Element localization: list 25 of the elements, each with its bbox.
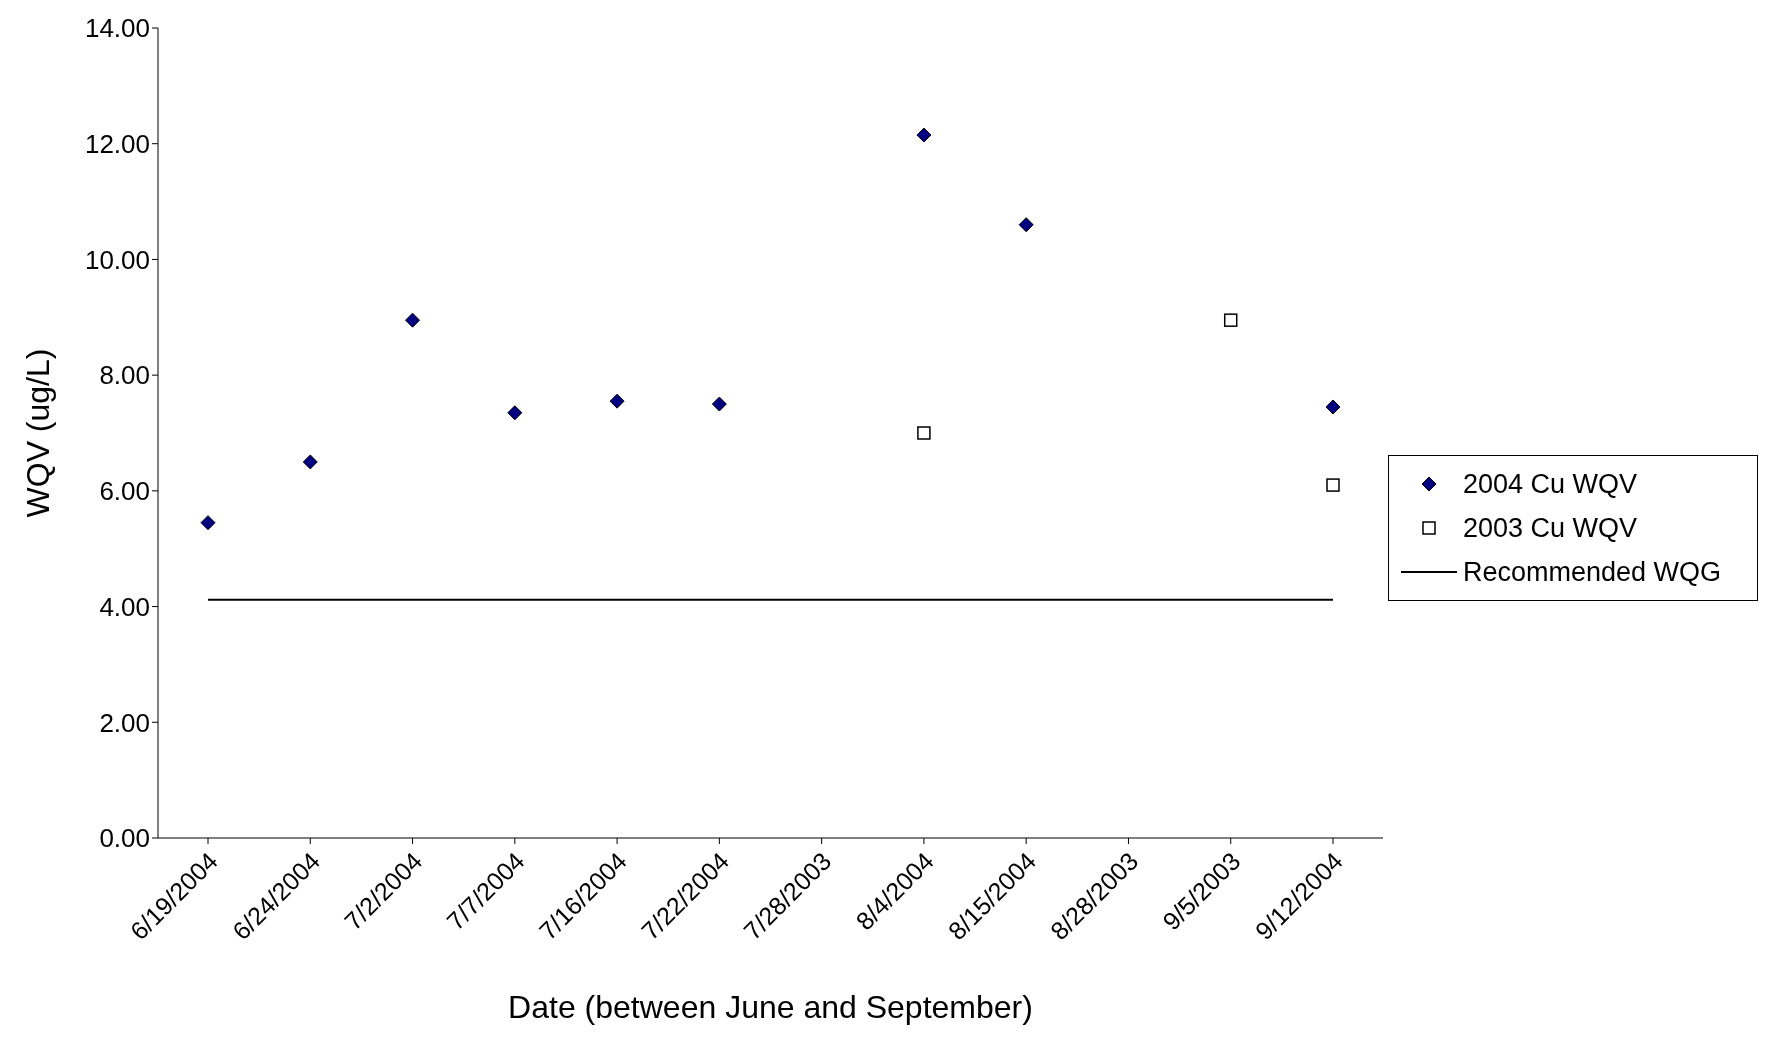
y-tick-label: 14.00 xyxy=(84,13,150,44)
point xyxy=(609,393,625,409)
y-tick-label: 12.00 xyxy=(84,128,150,159)
point xyxy=(916,127,932,143)
point xyxy=(1326,478,1340,492)
point xyxy=(917,426,931,440)
legend-label: 2004 Cu WQV xyxy=(1463,468,1638,500)
point xyxy=(1325,399,1341,415)
point xyxy=(200,515,216,531)
x-axis-title: Date (between June and September) xyxy=(508,989,1033,1025)
y-tick-label: 0.00 xyxy=(99,823,150,854)
point xyxy=(405,312,421,328)
point xyxy=(1223,313,1238,327)
y-axis-title: WQV (ug/L) xyxy=(20,348,57,518)
y-tick-label: 6.00 xyxy=(99,476,150,507)
point xyxy=(1018,217,1034,233)
y-tick-label: 10.00 xyxy=(84,244,150,275)
point xyxy=(302,454,318,470)
legend-label: 2003 Cu WQV xyxy=(1463,512,1638,544)
legend-label: Recommended WQG xyxy=(1463,556,1722,588)
y-tick-label: 2.00 xyxy=(99,707,150,738)
y-tick-label: 4.00 xyxy=(99,591,150,622)
point xyxy=(507,405,523,421)
point xyxy=(711,396,727,412)
y-tick-label: 8.00 xyxy=(99,360,150,391)
